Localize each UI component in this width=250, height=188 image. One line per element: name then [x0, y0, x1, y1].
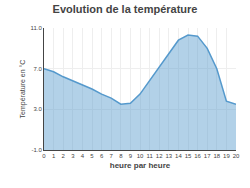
svg-text:3: 3: [71, 153, 75, 159]
svg-text:Température en °C: Température en °C: [19, 60, 27, 119]
svg-text:4: 4: [81, 153, 85, 159]
svg-text:14: 14: [175, 153, 182, 159]
svg-text:11: 11: [146, 153, 153, 159]
svg-text:13: 13: [165, 153, 172, 159]
svg-text:9: 9: [129, 153, 133, 159]
svg-text:7.0: 7.0: [33, 66, 42, 72]
svg-text:Evolution de la température: Evolution de la température: [53, 3, 198, 15]
svg-text:6: 6: [100, 153, 104, 159]
svg-text:17: 17: [204, 153, 211, 159]
svg-text:8: 8: [119, 153, 123, 159]
svg-text:heure par heure: heure par heure: [110, 161, 171, 170]
svg-text:16: 16: [194, 153, 201, 159]
svg-text:0: 0: [42, 153, 46, 159]
svg-text:3.0: 3.0: [33, 106, 42, 112]
svg-text:2: 2: [62, 153, 66, 159]
svg-text:18: 18: [213, 153, 220, 159]
svg-text:10: 10: [137, 153, 144, 159]
svg-text:15: 15: [185, 153, 192, 159]
svg-text:-1.0: -1.0: [31, 147, 42, 153]
svg-text:7: 7: [110, 153, 114, 159]
svg-text:11.0: 11.0: [31, 25, 43, 31]
svg-text:1: 1: [52, 153, 56, 159]
svg-text:19: 19: [223, 153, 230, 159]
svg-text:12: 12: [156, 153, 163, 159]
svg-text:5: 5: [90, 153, 94, 159]
svg-text:20: 20: [233, 153, 240, 159]
